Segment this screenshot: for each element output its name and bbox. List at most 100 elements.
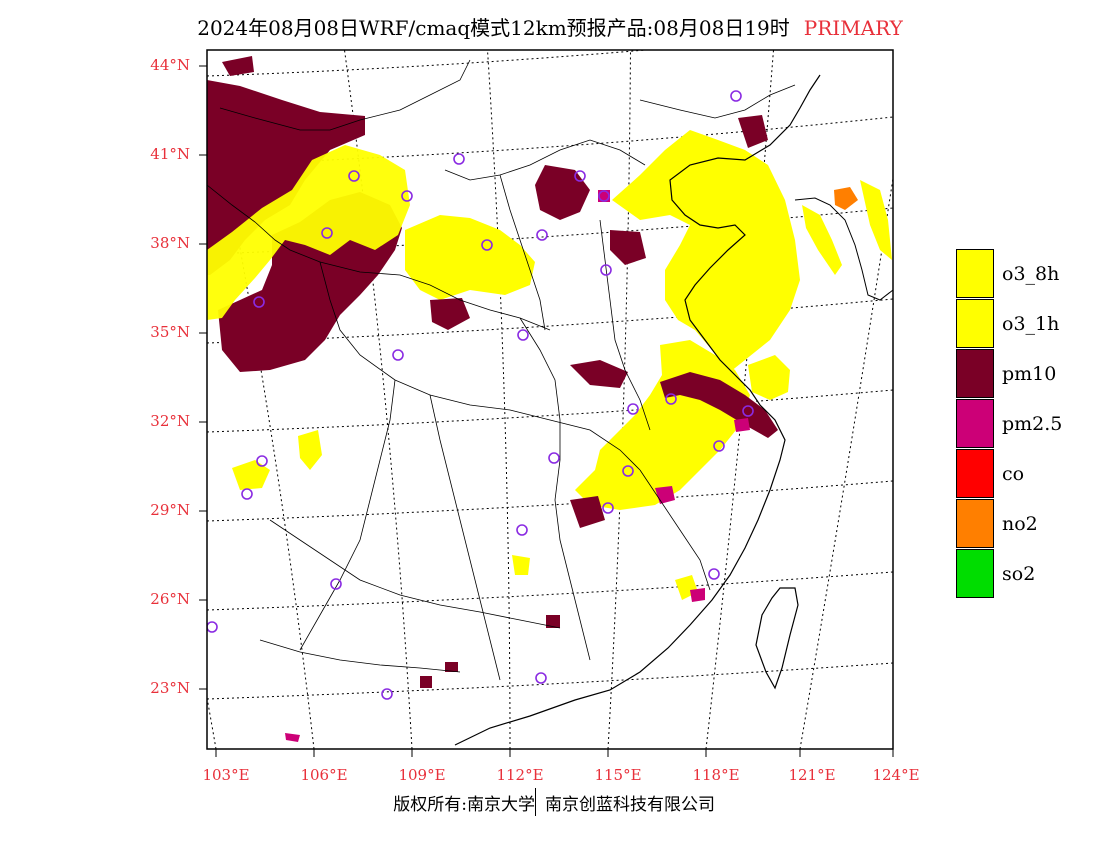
- legend-label: o3_1h: [1002, 313, 1060, 335]
- station-marker: [535, 672, 547, 684]
- o3-area-inner-mongolia: [207, 145, 410, 320]
- pm25-area-fujian: [690, 588, 705, 602]
- lon-label: 115°E: [594, 766, 642, 784]
- lon-label: 109°E: [398, 766, 446, 784]
- station-marker: [348, 170, 360, 182]
- lon-label: 106°E: [300, 766, 348, 784]
- pm25-area-anhui: [734, 418, 750, 432]
- legend-label: no2: [1002, 513, 1038, 535]
- pm10-area-hebei: [610, 230, 646, 265]
- taiwan-outline: [755, 587, 799, 690]
- latitude-line: [207, 662, 893, 700]
- title-tag: PRIMARY: [803, 16, 903, 40]
- coastline: [454, 74, 821, 746]
- pm10-area-beijing: [535, 165, 590, 220]
- station-marker: [600, 264, 612, 276]
- legend-label: pm10: [1002, 363, 1057, 385]
- map-title: 2024年08月08日WRF/cmaq模式12km预报产品:08月08日19时 P…: [0, 12, 1100, 41]
- o3-area-hunan: [512, 555, 530, 575]
- station-marker: [321, 227, 333, 239]
- lat-label: 44°N: [150, 56, 190, 74]
- legend-swatch: [956, 299, 994, 348]
- title-main: 2024年08月08日WRF/cmaq模式12km预报产品:08月08日19时: [197, 16, 790, 40]
- lat-label: 35°N: [150, 323, 190, 341]
- no2-area-dalian: [834, 187, 858, 210]
- lon-label: 112°E: [496, 766, 544, 784]
- lon-label: 124°E: [872, 766, 920, 784]
- pm25-area-hainan: [285, 733, 300, 742]
- pm10-area-guangdong: [445, 662, 458, 672]
- station-marker: [517, 329, 529, 341]
- pm10-area-liaoning: [738, 115, 768, 148]
- legend-label: o3_8h: [1002, 263, 1060, 285]
- monitoring-stations: [207, 90, 754, 700]
- o3-area-north-china: [405, 215, 535, 300]
- legend-swatch: [956, 499, 994, 548]
- station-marker: [708, 568, 720, 580]
- latitude-line: [207, 480, 893, 522]
- lat-label: 29°N: [150, 501, 190, 519]
- lon-label: 118°E: [692, 766, 740, 784]
- station-marker: [256, 455, 268, 467]
- station-marker: [401, 190, 413, 202]
- station-marker: [548, 452, 560, 464]
- lat-label: 26°N: [150, 590, 190, 608]
- station-marker: [381, 688, 393, 700]
- station-marker: [742, 405, 754, 417]
- pollution-areas: [207, 56, 893, 746]
- station-marker: [453, 153, 465, 165]
- legend-label: co: [1002, 463, 1025, 485]
- pm10-area-mongolia-north: [222, 56, 254, 76]
- lon-label: 121°E: [788, 766, 836, 784]
- o3-area-yangtze-east: [748, 355, 790, 400]
- latitude-line: [207, 389, 893, 433]
- o3-area-liaodong: [860, 180, 892, 260]
- station-marker: [253, 296, 265, 308]
- longitude-line: [207, 695, 217, 749]
- o3-area-sichuan: [232, 460, 270, 490]
- legend-label: pm2.5: [1002, 413, 1063, 435]
- lat-label: 32°N: [150, 412, 190, 430]
- province-borders: [207, 59, 796, 681]
- o3-area-shandong-coast: [612, 130, 800, 372]
- station-marker: [481, 239, 493, 251]
- pm10-area-jiangxi: [570, 496, 605, 528]
- map-frame: [206, 49, 894, 750]
- legend-swatch: [956, 549, 994, 598]
- latitude-line: [207, 50, 652, 77]
- pm10-area-yunnan: [546, 615, 560, 628]
- legend-swatch: [956, 249, 994, 298]
- copyright-right: 南京创蓝科技有限公司: [545, 795, 715, 815]
- pm10-area-guangxi: [420, 676, 432, 688]
- station-marker: [536, 229, 548, 241]
- station-marker: [392, 349, 404, 361]
- legend-label: so2: [1002, 563, 1036, 585]
- pm10-area-shanxi-east: [430, 298, 470, 330]
- axis-ticks: [199, 65, 894, 757]
- station-marker: [574, 170, 586, 182]
- station-marker: [207, 621, 218, 633]
- station-marker: [602, 502, 614, 514]
- station-marker: [665, 393, 677, 405]
- legend-swatch: [956, 449, 994, 498]
- station-marker: [713, 440, 725, 452]
- footer-divider: [535, 788, 536, 816]
- latitude-line: [207, 571, 893, 611]
- legend-swatch: [956, 349, 994, 398]
- station-marker: [730, 90, 742, 102]
- lat-label: 41°N: [150, 145, 190, 163]
- copyright-left: 版权所有:南京大学: [393, 795, 535, 815]
- korea-outline: [794, 197, 893, 301]
- lat-label: 38°N: [150, 234, 190, 252]
- o3-area-korea-coast: [802, 205, 842, 275]
- pm10-area-henan: [570, 360, 628, 388]
- longitude-line: [344, 50, 413, 749]
- lon-label: 103°E: [202, 766, 250, 784]
- station-marker: [622, 465, 634, 477]
- station-marker: [516, 524, 528, 536]
- station-marker: [598, 190, 610, 202]
- longitude-line: [799, 174, 893, 749]
- station-marker: [627, 403, 639, 415]
- legend-swatch: [956, 399, 994, 448]
